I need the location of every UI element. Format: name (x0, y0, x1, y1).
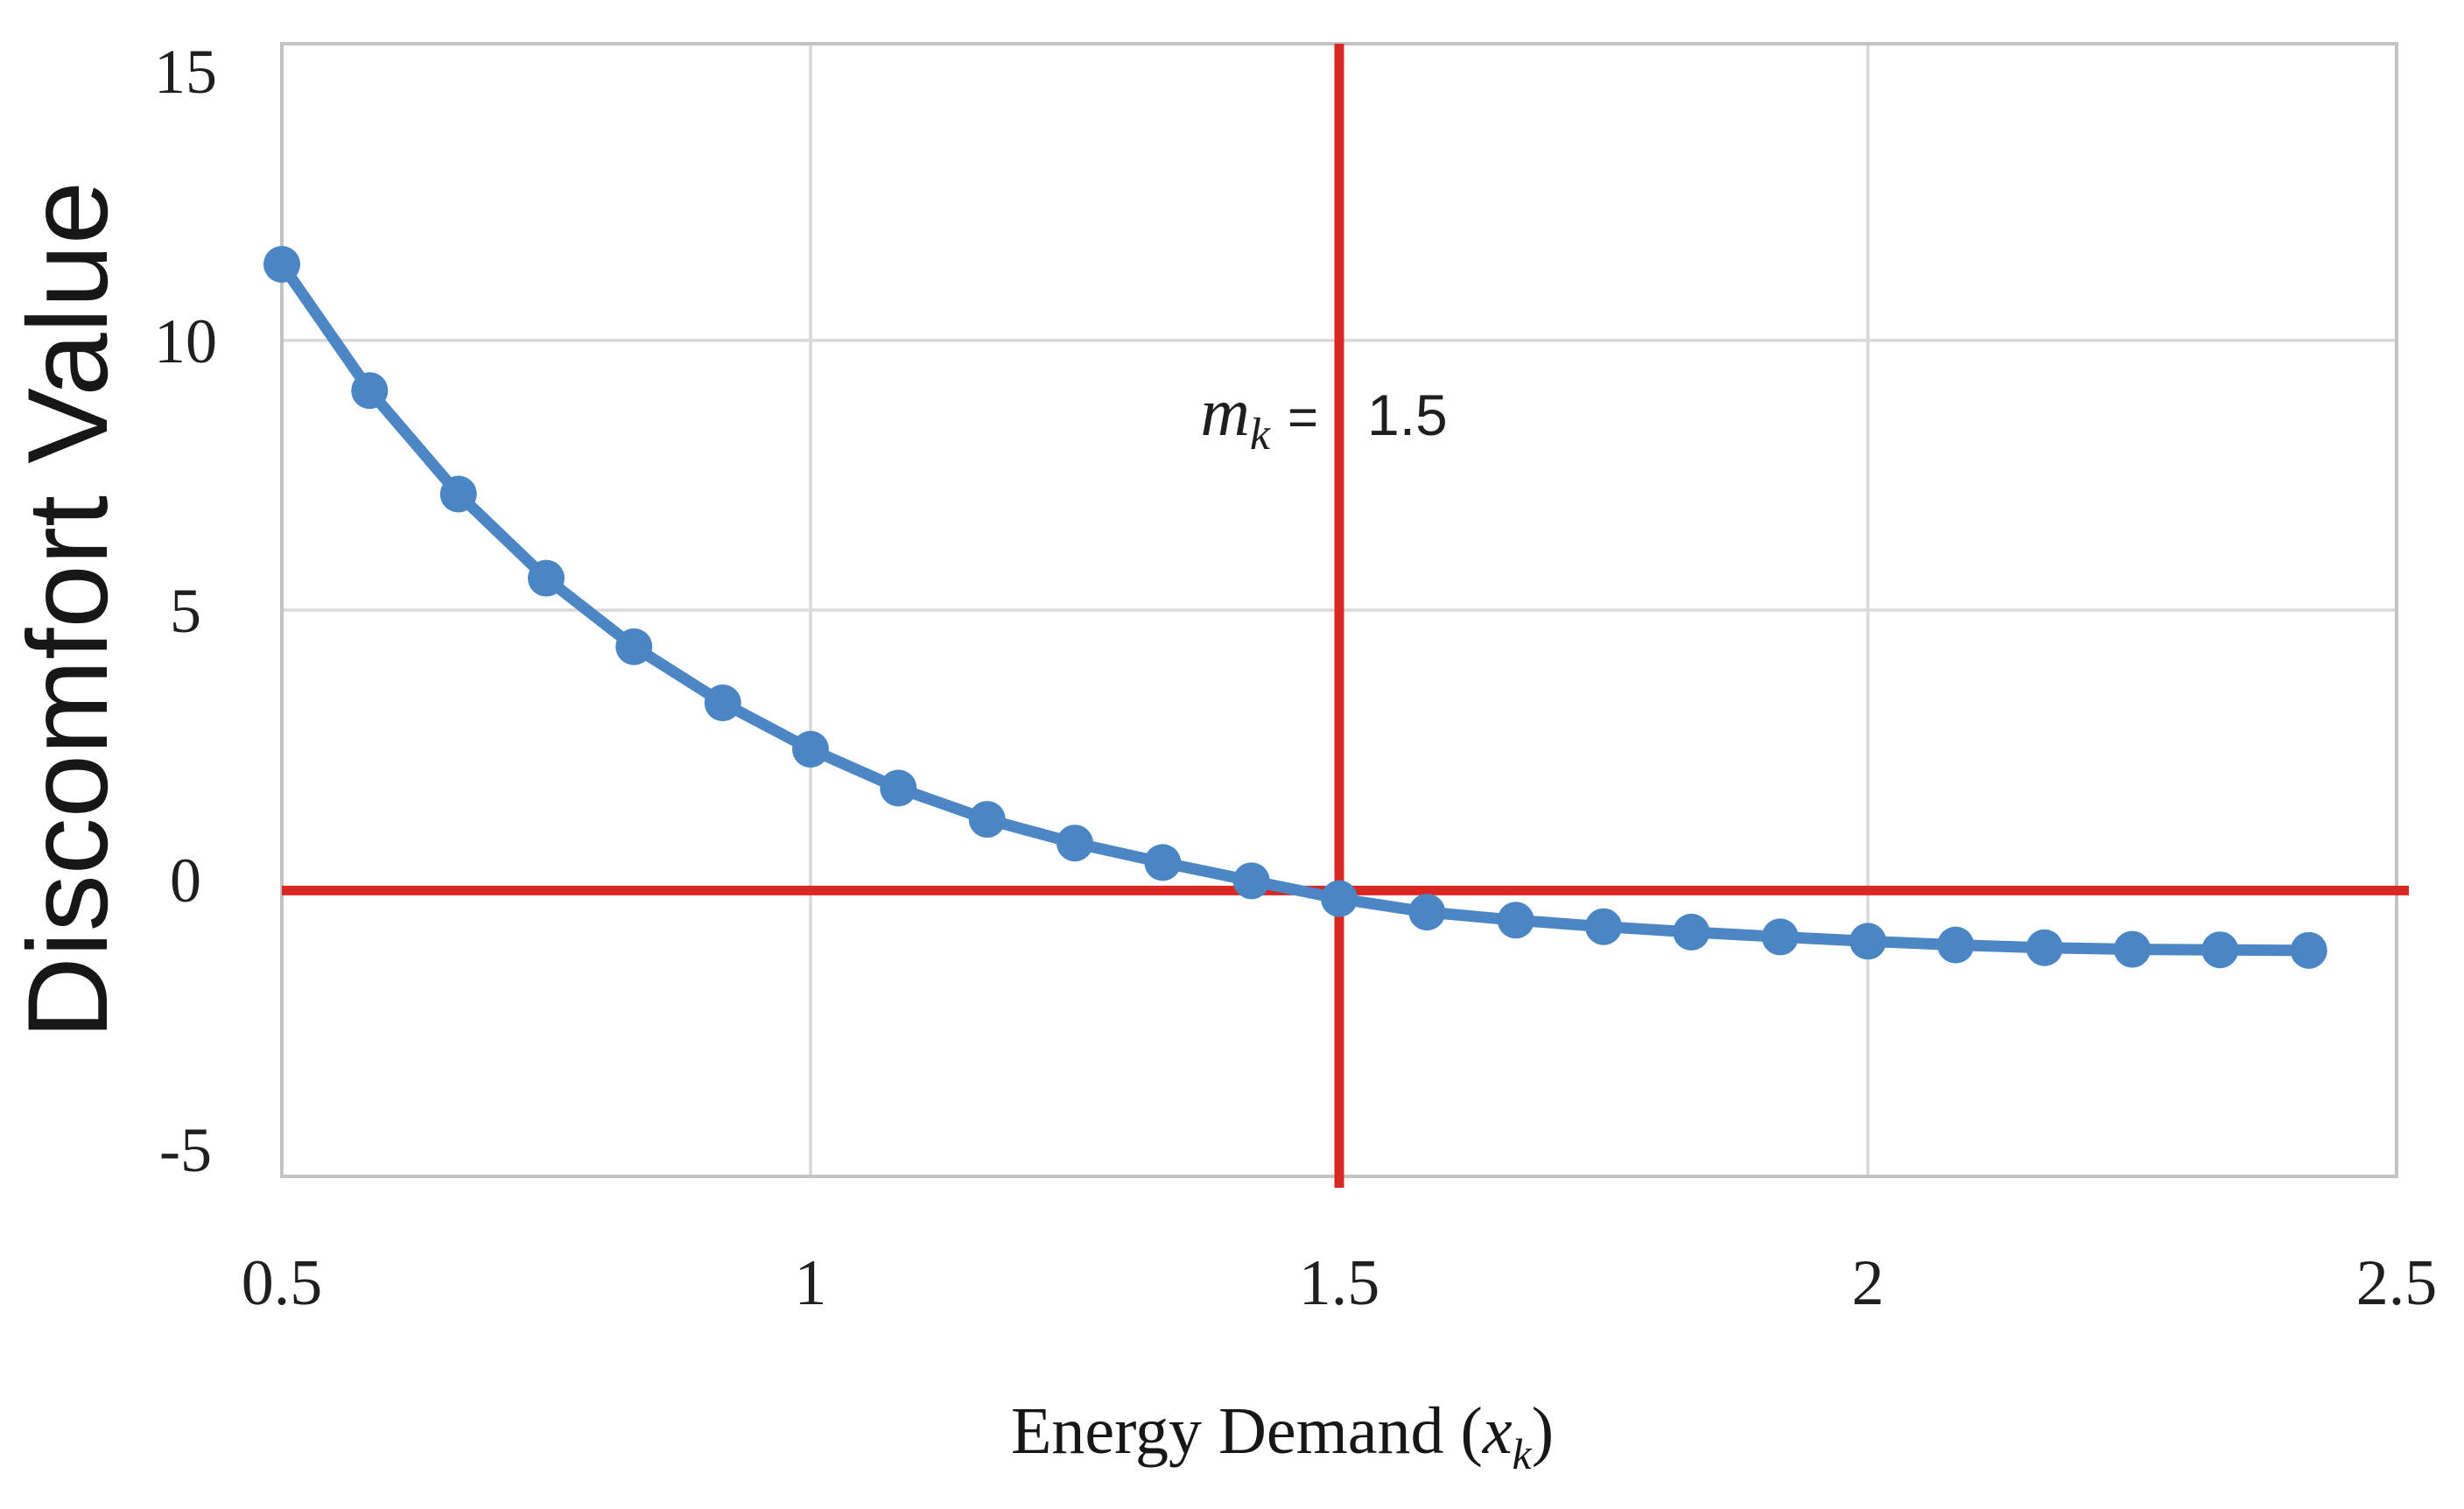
y-tick-label: 10 (154, 306, 217, 376)
series-marker (792, 730, 829, 768)
data-series (263, 246, 2327, 969)
series-marker (439, 475, 477, 513)
series-marker (1673, 913, 1710, 951)
series-marker (968, 801, 1006, 839)
series-marker (704, 684, 741, 721)
series-marker (2114, 930, 2151, 968)
series-marker (1057, 825, 1093, 862)
series-marker (880, 769, 917, 807)
x-axis-title-text: Energy Demand ( (1011, 1394, 1483, 1468)
series-marker (528, 559, 565, 597)
x-axis-title-variable: x (1482, 1394, 1513, 1468)
y-tick-label: 5 (170, 576, 201, 646)
series-marker (1144, 844, 1182, 881)
series-marker (1937, 926, 1975, 964)
series-marker (2290, 931, 2327, 969)
series-marker (615, 628, 653, 665)
annotation-subscript: k (1250, 410, 1271, 460)
series-marker (1232, 862, 1270, 900)
x-tick-label: 2 (1852, 1247, 1885, 1319)
series-marker (351, 372, 389, 410)
x-axis-title-subscript: k (1513, 1429, 1533, 1478)
x-tick-label: 1 (795, 1247, 827, 1319)
annotation-value: 1.5 (1367, 383, 1448, 447)
series-marker (1761, 918, 1799, 956)
y-axis-title: Discomfort Value (4, 181, 131, 1039)
series-marker (263, 246, 300, 284)
series-marker (2201, 931, 2239, 969)
y-tick-label: 0 (170, 846, 201, 916)
annotation-equals: = (1288, 388, 1318, 446)
x-tick-labels: 0.5 1 1.5 2 2.5 (242, 1247, 2438, 1319)
series-marker (1321, 880, 1358, 917)
series-marker (1408, 894, 1446, 931)
x-tick-label: 1.5 (1299, 1247, 1380, 1319)
x-axis-title: Energy Demand (xk) (1011, 1394, 1554, 1478)
y-tick-label: -5 (159, 1115, 212, 1185)
y-tick-labels: 15 10 5 0 -5 (154, 37, 217, 1185)
series-marker (1497, 902, 1534, 939)
series-marker (1850, 923, 1886, 960)
annotation-lhs: mk = (1201, 374, 1318, 460)
x-tick-label: 2.5 (2356, 1247, 2438, 1319)
y-tick-label: 15 (154, 37, 217, 107)
x-axis-title-close: ) (1532, 1394, 1554, 1468)
series-marker (1585, 908, 1622, 945)
series-line (276, 258, 2315, 957)
x-tick-label: 0.5 (242, 1247, 323, 1319)
annotation-variable: m (1201, 374, 1250, 450)
series-marker (2025, 929, 2063, 966)
